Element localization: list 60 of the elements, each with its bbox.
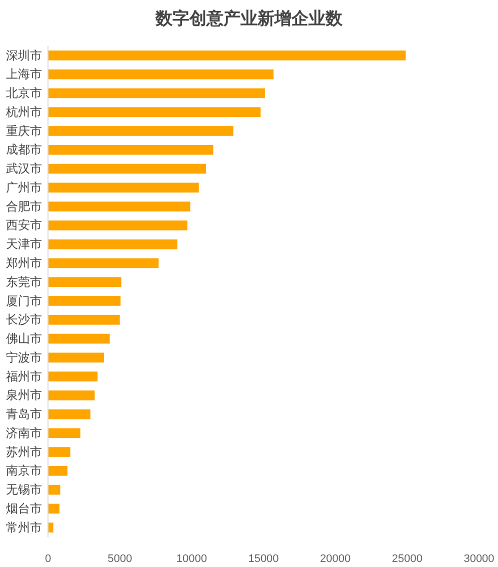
y-tick-label: 西安市 [6,218,42,232]
bar [48,314,120,325]
bar [48,277,122,287]
bar [48,88,265,98]
y-tick-label: 无锡市 [6,482,42,497]
bar [48,504,60,514]
y-tick-label: 烟台市 [6,502,42,516]
y-tick-label: 上海市 [6,67,42,82]
bar [48,69,274,80]
y-tick-label: 常州市 [6,520,42,534]
bar [48,258,159,268]
y-tick-label: 深圳市 [6,48,42,62]
bar [48,522,54,532]
y-tick-label: 合肥市 [6,199,42,214]
bar [48,144,214,155]
y-tick-label: 泉州市 [6,388,42,402]
y-tick-label: 南京市 [6,464,42,478]
x-tick-label: 15000 [248,552,279,565]
bar [48,372,98,382]
bar [48,390,95,400]
y-tick-label: 济南市 [6,426,42,440]
y-tick-label: 长沙市 [6,312,42,327]
y-tick-label: 北京市 [6,86,42,100]
bar [48,182,199,193]
bar [48,202,190,212]
y-tick-label: 厦门市 [6,294,42,308]
y-tick-label: 成都市 [6,142,42,157]
x-tick-label: 25000 [392,552,422,565]
bar [48,466,68,476]
y-tick-label: 重庆市 [6,124,42,138]
y-tick-label: 青岛市 [6,407,42,422]
bar [48,447,70,457]
y-tick-label: 苏州市 [6,444,42,459]
bar [48,352,104,363]
y-tick-label: 天津市 [6,237,42,252]
bar [48,409,90,420]
bar [48,126,234,136]
x-tick-label: 30000 [464,552,494,565]
chart-title: 数字创意产业新增企业数 [154,9,344,29]
bar [48,334,110,344]
y-tick-label: 武汉市 [6,162,42,176]
bar [48,107,261,118]
y-tick-label: 福州市 [6,369,42,384]
x-tick-label: 5000 [108,552,132,565]
x-tick-label: 10000 [176,552,207,565]
bar [48,220,188,230]
y-tick-label: 杭州市 [5,104,42,119]
y-tick-label: 郑州市 [6,256,42,270]
bar [48,296,121,306]
bar [48,428,80,438]
y-tick-label: 广州市 [6,180,42,194]
x-tick-label: 20000 [320,552,351,565]
y-tick-label: 佛山市 [6,332,42,346]
x-tick-label: 0 [44,552,52,565]
bar [48,239,178,250]
bar [48,50,406,60]
bar [48,164,206,174]
bar [48,484,60,495]
y-tick-label: 宁波市 [6,350,42,364]
y-tick-label: 东莞市 [6,274,42,289]
